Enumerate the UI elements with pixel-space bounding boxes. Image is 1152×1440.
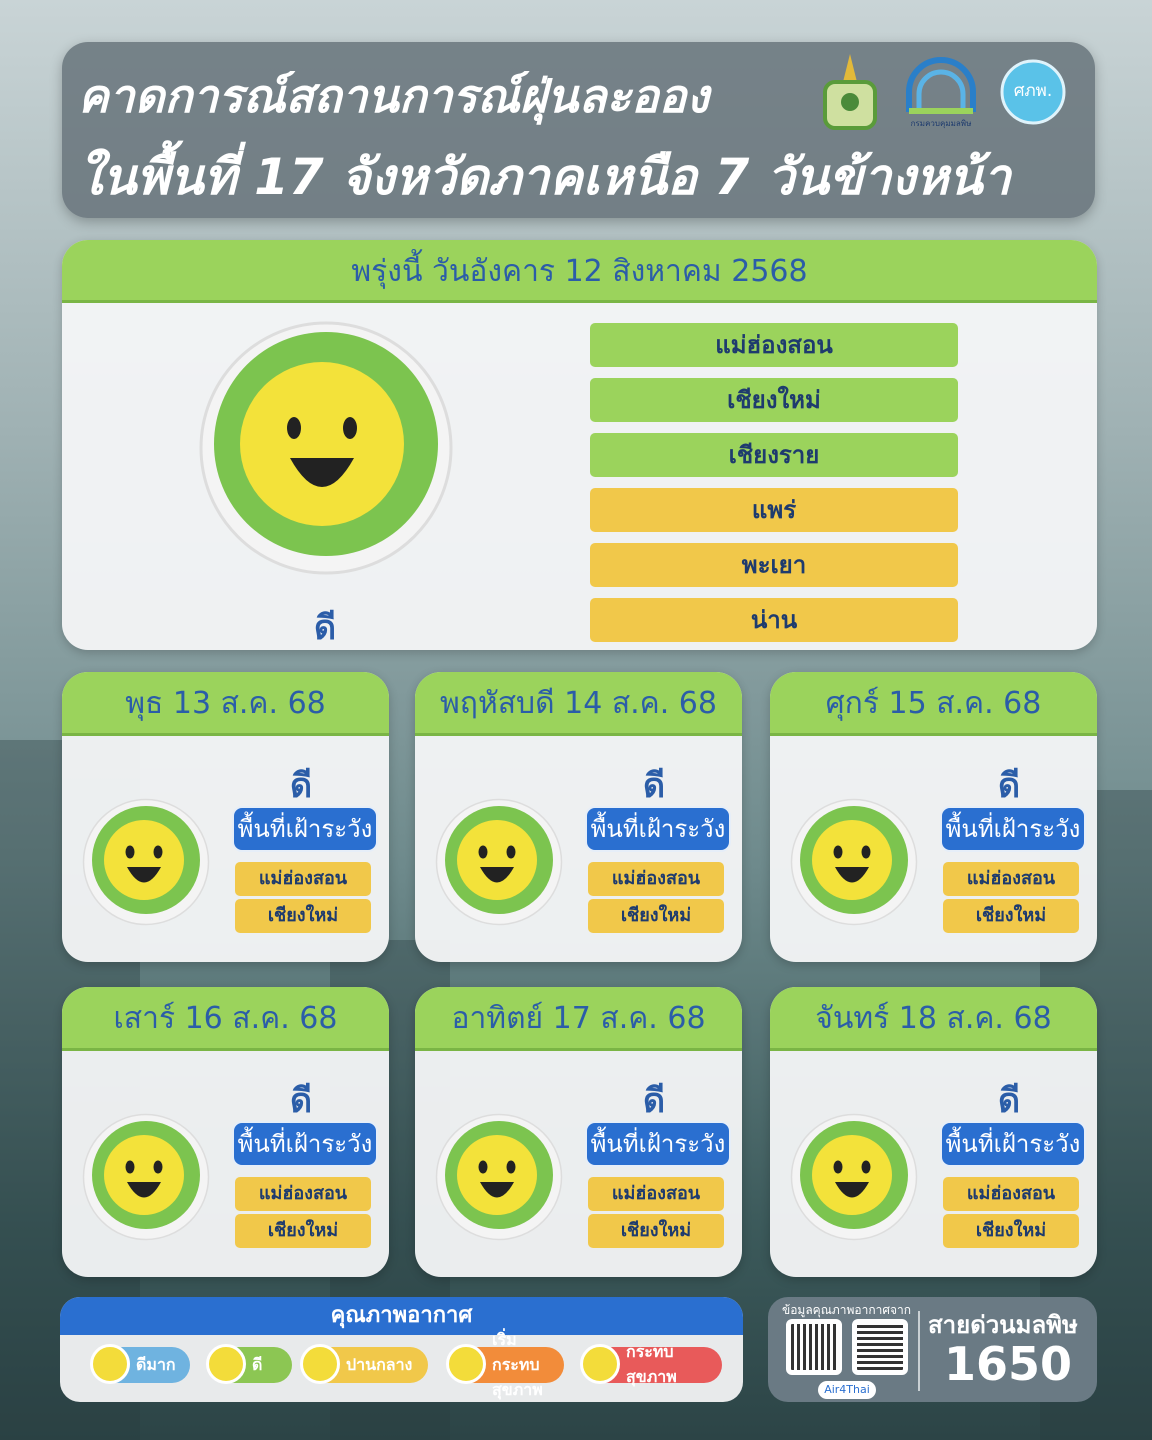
watch-area-badge: พื้นที่เฝ้าระวัง — [940, 1121, 1086, 1167]
day-date: เสาร์ 16 ส.ค. 68 — [62, 987, 389, 1051]
title-line-2: ในพื้นที่ 17 จังหวัดภาคเหนือ 7 วันข้างหน… — [78, 148, 1011, 206]
legend-item: เริ่มกระทบสุขภาพ — [446, 1330, 564, 1399]
watch-area-badge: พื้นที่เฝ้าระวัง — [232, 806, 378, 852]
hotline-label: สายด่วนมลพิษ — [928, 1311, 1078, 1339]
smile-face-icon — [790, 798, 918, 930]
face-icon — [300, 1344, 340, 1384]
province-seal-logo — [815, 52, 885, 132]
province-pill: เชียงใหม่ — [235, 899, 371, 933]
qr-code-appstore[interactable] — [786, 1319, 842, 1375]
watch-area-badge: พื้นที่เฝ้าระวัง — [232, 1121, 378, 1167]
pollution-control-department-logo: กรมควบคุมมลพิษ — [903, 52, 979, 132]
air4thai-logo: Air4Thai — [818, 1381, 876, 1399]
province-pill: เชียงราย — [590, 433, 958, 477]
day-date: ศุกร์ 15 ส.ค. 68 — [770, 672, 1097, 736]
day-level: ดี — [290, 766, 313, 806]
legend-item: กระทบสุขภาพ — [580, 1342, 722, 1386]
legend-item: ดี — [206, 1344, 292, 1384]
day-card: เสาร์ 16 ส.ค. 68 ดี พื้นที่เฝ้าระวัง แม่… — [62, 987, 389, 1277]
face-icon — [90, 1344, 130, 1384]
day-date: อาทิตย์ 17 ส.ค. 68 — [415, 987, 742, 1051]
smile-face-icon — [435, 1113, 563, 1245]
day-date: จันทร์ 18 ส.ค. 68 — [770, 987, 1097, 1051]
province-pill: เชียงใหม่ — [235, 1214, 371, 1248]
watch-area-badge: พื้นที่เฝ้าระวัง — [585, 806, 731, 852]
smile-face-icon — [435, 798, 563, 930]
watch-area-badge: พื้นที่เฝ้าระวัง — [585, 1121, 731, 1167]
province-pill: เชียงใหม่ — [590, 378, 958, 422]
day-card: พุธ 13 ส.ค. 68 ดี พื้นที่เฝ้าระวัง แม่ฮ่… — [62, 672, 389, 962]
legend-item: ปานกลาง — [300, 1344, 428, 1384]
tomorrow-date: พรุ่งนี้ วันอังคาร 12 สิงหาคม 2568 — [62, 240, 1097, 303]
face-icon — [206, 1344, 246, 1384]
province-pill: เชียงใหม่ — [943, 1214, 1079, 1248]
province-pill: แพร่ — [590, 488, 958, 532]
svg-text:ศภพ.: ศภพ. — [1014, 81, 1053, 101]
province-pill: แม่ฮ่องสอน — [235, 1177, 371, 1211]
province-pill: แม่ฮ่องสอน — [590, 323, 958, 367]
tomorrow-level: ดี — [314, 608, 337, 648]
province-pill: แม่ฮ่องสอน — [588, 862, 724, 896]
hotline-panel: ข้อมูลคุณภาพอากาศจาก Air4Thai สายด่วนมลพ… — [768, 1297, 1097, 1402]
day-level: ดี — [643, 766, 666, 806]
day-card: ศุกร์ 15 ส.ค. 68 ดี พื้นที่เฝ้าระวัง แม่… — [770, 672, 1097, 962]
province-pill: แม่ฮ่องสอน — [235, 862, 371, 896]
face-icon — [580, 1344, 620, 1384]
smile-face-icon — [82, 798, 210, 930]
day-card: จันทร์ 18 ส.ค. 68 ดี พื้นที่เฝ้าระวัง แม… — [770, 987, 1097, 1277]
province-pill: เชียงใหม่ — [943, 899, 1079, 933]
svg-text:กรมควบคุมมลพิษ: กรมควบคุมมลพิษ — [911, 119, 972, 128]
smile-face-icon — [82, 1113, 210, 1245]
province-pill: พะเยา — [590, 543, 958, 587]
face-icon — [446, 1344, 486, 1384]
province-pill: แม่ฮ่องสอน — [943, 1177, 1079, 1211]
day-card: พฤหัสบดี 14 ส.ค. 68 ดี พื้นที่เฝ้าระวัง … — [415, 672, 742, 962]
air-quality-legend: คุณภาพอากาศ ดีมาก ดี ปานกลาง เริ่มกระทบสุขภ… — [60, 1297, 743, 1402]
legend-item: ดีมาก — [90, 1344, 190, 1384]
province-pill: เชียงใหม่ — [588, 1214, 724, 1248]
day-level: ดี — [643, 1081, 666, 1121]
title-line-1: คาดการณ์สถานการณ์ฝุ่นละออง — [78, 69, 709, 123]
smile-face-icon — [790, 1113, 918, 1245]
center-logo: ศภพ. — [998, 52, 1068, 132]
province-pill: เชียงใหม่ — [588, 899, 724, 933]
hotline-number[interactable]: 1650 — [944, 1337, 1073, 1391]
title-banner: คาดการณ์สถานการณ์ฝุ่นละออง ในพื้นที่ 17 … — [62, 42, 1095, 218]
day-level: ดี — [998, 1081, 1021, 1121]
data-source-label: ข้อมูลคุณภาพอากาศจาก — [782, 1303, 911, 1317]
smile-face-icon — [198, 320, 454, 580]
province-pill: น่าน — [590, 598, 958, 642]
province-pill: แม่ฮ่องสอน — [943, 862, 1079, 896]
province-pill: แม่ฮ่องสอน — [588, 1177, 724, 1211]
tomorrow-card: พรุ่งนี้ วันอังคาร 12 สิงหาคม 2568 ดี แม… — [62, 240, 1097, 650]
day-level: ดี — [998, 766, 1021, 806]
day-level: ดี — [290, 1081, 313, 1121]
day-date: พฤหัสบดี 14 ส.ค. 68 — [415, 672, 742, 736]
day-card: อาทิตย์ 17 ส.ค. 68 ดี พื้นที่เฝ้าระวัง แ… — [415, 987, 742, 1277]
watch-area-badge: พื้นที่เฝ้าระวัง — [940, 806, 1086, 852]
legend-title: คุณภาพอากาศ — [60, 1297, 743, 1335]
qr-code-playstore[interactable] — [852, 1319, 908, 1375]
day-date: พุธ 13 ส.ค. 68 — [62, 672, 389, 736]
